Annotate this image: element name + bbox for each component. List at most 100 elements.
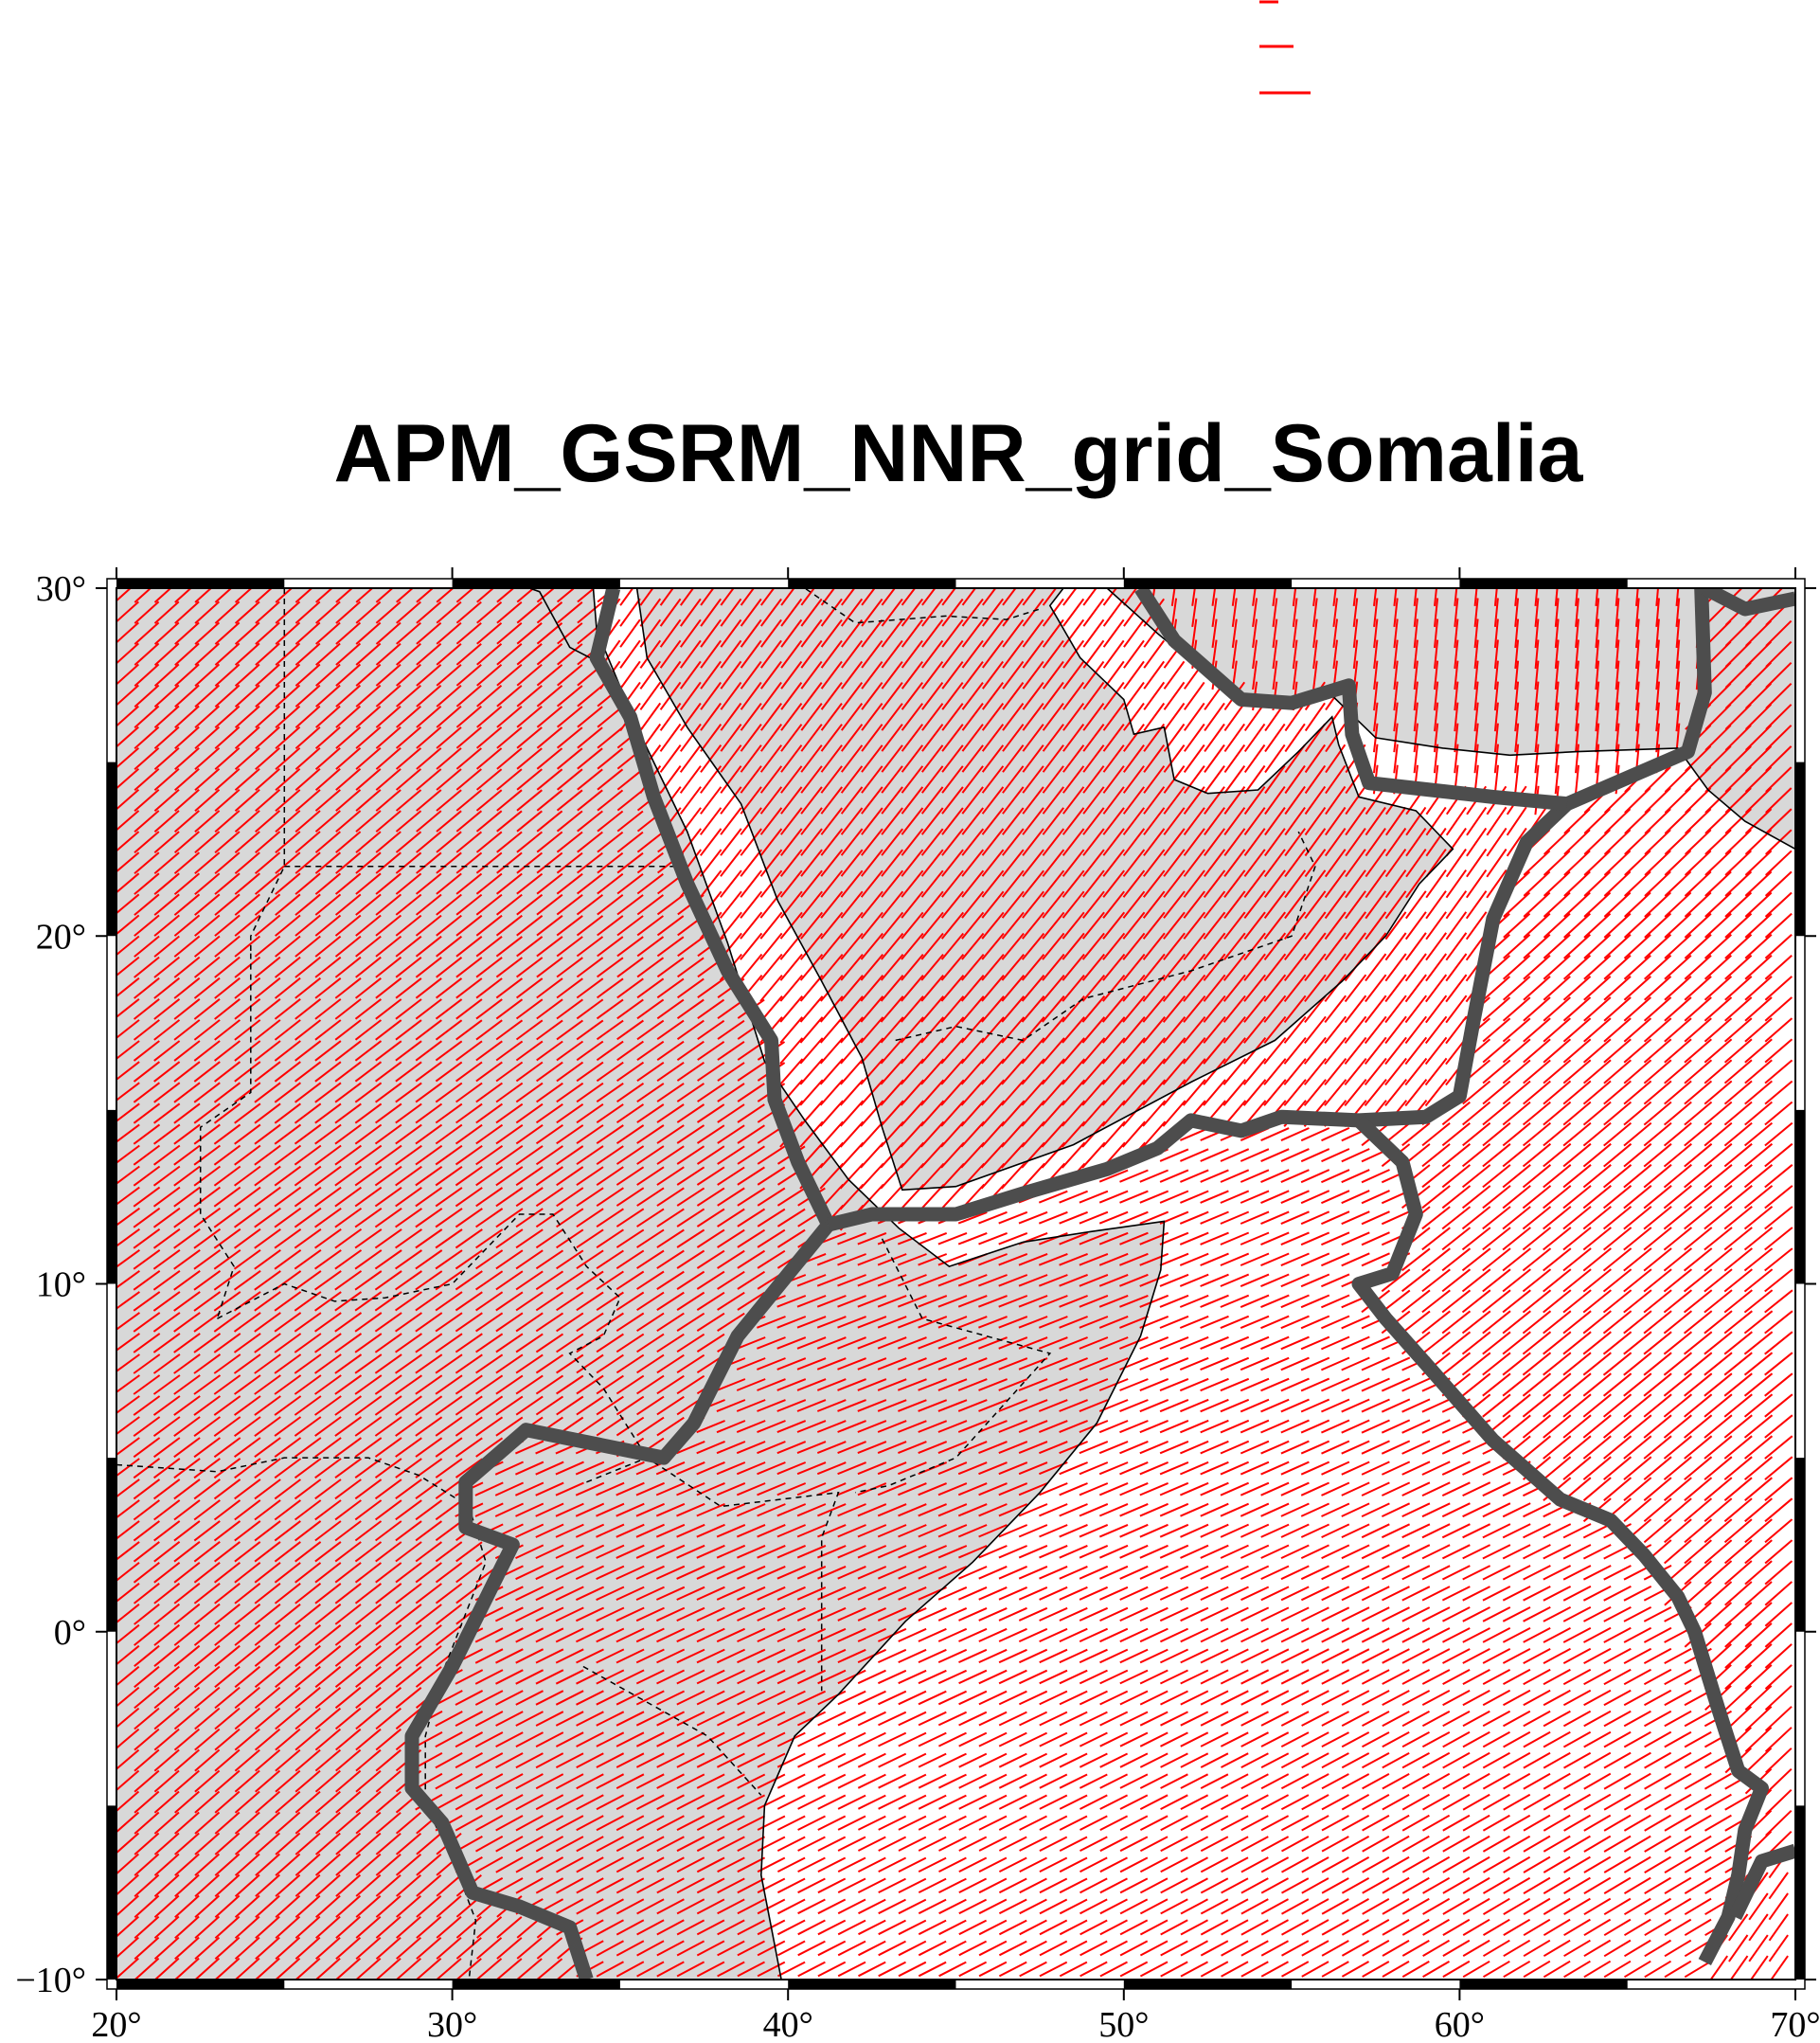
- velocity-vector: [1220, 1440, 1250, 1455]
- velocity-vector: [134, 767, 160, 791]
- velocity-vector: [315, 1915, 341, 1939]
- velocity-vector: [173, 1353, 201, 1374]
- velocity-vector: [275, 746, 301, 770]
- velocity-vector: [837, 1399, 866, 1412]
- velocity-vector: [1062, 786, 1085, 815]
- velocity-vector: [1080, 1898, 1108, 1915]
- velocity-vector: [515, 1208, 544, 1228]
- velocity-vector: [819, 1100, 844, 1127]
- velocity-vector: [817, 1482, 847, 1496]
- velocity-vector: [1684, 1539, 1712, 1565]
- velocity-vector: [1061, 1120, 1086, 1148]
- velocity-vector: [839, 1141, 865, 1169]
- velocity-vector: [1441, 1523, 1471, 1539]
- velocity-vector: [880, 1141, 904, 1169]
- velocity-vector: [355, 851, 382, 874]
- velocity-vector: [1220, 1606, 1249, 1622]
- velocity-vector: [294, 1811, 321, 1835]
- velocity-vector: [1643, 1121, 1672, 1147]
- velocity-vector: [375, 1040, 402, 1062]
- velocity-vector: [193, 1269, 222, 1291]
- velocity-vector: [494, 1481, 525, 1496]
- velocity-vector: [1163, 807, 1186, 835]
- velocity-vector: [116, 1123, 140, 1143]
- velocity-vector: [800, 724, 823, 752]
- velocity-vector: [616, 1019, 644, 1041]
- velocity-vector: [1081, 1079, 1106, 1106]
- velocity-vector: [918, 1690, 947, 1706]
- velocity-vector: [877, 1420, 907, 1433]
- velocity-vector: [960, 1037, 985, 1065]
- velocity-vector: [776, 1794, 806, 1810]
- velocity-vector: [1503, 933, 1531, 959]
- velocity-vector: [1180, 1398, 1209, 1413]
- velocity-vector: [1180, 1919, 1208, 1936]
- velocity-vector: [759, 744, 782, 773]
- velocity-vector: [375, 893, 402, 916]
- velocity-vector: [1280, 1711, 1310, 1727]
- velocity-vector: [1764, 1372, 1793, 1397]
- velocity-vector: [1345, 785, 1366, 815]
- velocity-vector: [1041, 1100, 1065, 1127]
- velocity-vector: [1001, 932, 1025, 960]
- velocity-vector: [375, 872, 401, 895]
- velocity-vector: [1522, 1185, 1552, 1210]
- velocity-vector: [1062, 744, 1085, 773]
- velocity-vector: [898, 1690, 927, 1706]
- velocity-vector: [254, 1458, 281, 1479]
- velocity-vector: [757, 1731, 786, 1747]
- velocity-vector: [1321, 1627, 1350, 1643]
- velocity-vector: [1744, 1059, 1773, 1084]
- velocity-vector: [1300, 1210, 1330, 1226]
- velocity-vector: [717, 1228, 745, 1248]
- velocity-vector: [998, 1669, 1027, 1685]
- velocity-vector: [173, 1665, 201, 1689]
- velocity-vector: [1142, 995, 1166, 1023]
- velocity-vector: [596, 1481, 625, 1496]
- velocity-vector: [173, 1583, 201, 1604]
- velocity-vector: [475, 1416, 504, 1437]
- velocity-vector: [1119, 1252, 1149, 1266]
- velocity-vector: [474, 1481, 504, 1496]
- velocity-vector: [1381, 1419, 1411, 1434]
- velocity-vector: [576, 1731, 604, 1747]
- velocity-vector: [1180, 1961, 1208, 1978]
- velocity-vector: [1704, 1435, 1733, 1460]
- velocity-vector: [255, 1832, 280, 1855]
- velocity-vector: [153, 1853, 180, 1876]
- velocity-vector: [116, 851, 140, 873]
- velocity-vector: [1729, 1955, 1749, 1980]
- velocity-vector: [597, 977, 624, 999]
- velocity-vector: [1523, 1835, 1551, 1853]
- velocity-vector: [395, 1687, 422, 1709]
- velocity-vector: [1183, 807, 1205, 835]
- velocity-vector: [515, 1523, 544, 1538]
- velocity-vector: [1019, 1940, 1047, 1957]
- velocity-vector: [173, 893, 201, 916]
- velocity-vector: [555, 1502, 584, 1517]
- velocity-vector: [354, 1416, 383, 1437]
- velocity-vector: [1461, 1352, 1491, 1376]
- velocity-vector: [355, 1666, 382, 1688]
- velocity-vector: [1421, 1440, 1451, 1455]
- velocity-vector: [173, 1040, 201, 1062]
- velocity-vector: [696, 1586, 725, 1601]
- velocity-vector: [173, 1061, 201, 1083]
- velocity-vector: [234, 1207, 261, 1228]
- velocity-vector: [355, 1957, 382, 1980]
- velocity-vector: [214, 1915, 241, 1940]
- velocity-vector: [1543, 1918, 1571, 1937]
- velocity-vector: [314, 935, 342, 958]
- velocity-vector: [1723, 1414, 1753, 1439]
- velocity-vector: [1664, 1647, 1692, 1664]
- velocity-vector: [1595, 723, 1600, 753]
- velocity-vector: [1503, 1730, 1531, 1748]
- velocity-vector: [1743, 1164, 1774, 1189]
- velocity-vector: [1223, 723, 1246, 752]
- velocity-vector: [1159, 1440, 1189, 1455]
- velocity-vector: [1743, 1142, 1774, 1168]
- velocity-vector: [998, 1648, 1027, 1664]
- velocity-vector: [133, 1437, 161, 1459]
- velocity-vector: [355, 1748, 382, 1772]
- velocity-vector: [898, 1919, 927, 1936]
